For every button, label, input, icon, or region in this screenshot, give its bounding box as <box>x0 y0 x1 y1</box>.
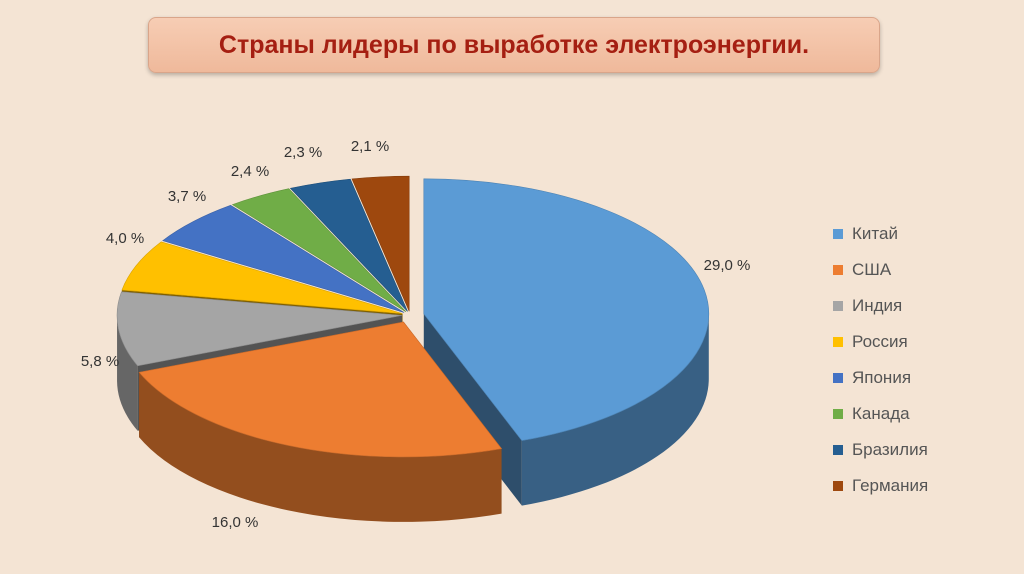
chart-title-box: Страны лидеры по выработке электроэнерги… <box>148 17 880 73</box>
pie-slice-5 <box>162 204 405 313</box>
slice-3-rim <box>117 315 138 431</box>
legend-swatch <box>833 301 843 311</box>
data-label-3: 5,8 % <box>81 353 119 370</box>
legend-item-5: Япония <box>833 360 928 396</box>
legend-label: Индия <box>852 296 903 315</box>
slice-2-top <box>138 321 503 458</box>
pie-slice-2 <box>138 321 503 522</box>
legend-swatch <box>833 337 843 347</box>
legend-item-2: США <box>833 252 928 288</box>
slice-1-rim <box>521 313 709 506</box>
slice-6-top <box>231 188 407 313</box>
legend-label: Германия <box>852 476 929 495</box>
data-label-2: 16,0 % <box>212 514 259 531</box>
slice-4-top <box>121 241 403 314</box>
data-label-4: 4,0 % <box>106 230 144 247</box>
data-label-7: 2,3 % <box>284 144 322 161</box>
pie-slice-6 <box>231 188 407 313</box>
legend-swatch <box>833 445 843 455</box>
legend-swatch <box>833 229 843 239</box>
slice-8-top <box>351 175 410 312</box>
legend-swatch <box>833 409 843 419</box>
data-label-6: 2,4 % <box>231 163 269 180</box>
data-label-8: 2,1 % <box>351 138 389 155</box>
legend-swatch <box>833 481 843 491</box>
pie-slice-8 <box>351 175 410 312</box>
chart-legend: Китай США Индия Россия Япония Канада Бразилия Г… <box>833 216 928 504</box>
slice-1-top <box>423 178 710 441</box>
chart-title: Страны лидеры по выработке электроэнерги… <box>218 30 810 59</box>
pie-slice-7 <box>289 178 408 312</box>
slice-5-top <box>162 204 405 313</box>
legend-label: Япония <box>852 368 912 387</box>
legend-swatch <box>833 265 843 275</box>
legend-item-7: Бразилия <box>833 432 928 468</box>
data-label-1: 29,0 % <box>704 257 751 274</box>
legend-item-3: Индия <box>833 288 928 324</box>
data-label-5: 3,7 % <box>168 188 206 205</box>
legend-label: Канада <box>852 404 910 423</box>
slice-3-top <box>116 291 403 367</box>
legend-item-6: Канада <box>833 396 928 432</box>
legend-label: Китай <box>852 224 898 243</box>
legend-item-4: Россия <box>833 324 928 360</box>
slice-7-top <box>289 178 408 312</box>
legend-label: США <box>852 260 892 279</box>
legend-swatch <box>833 373 843 383</box>
legend-label: Россия <box>852 332 908 351</box>
legend-item-1: Китай <box>833 216 928 252</box>
legend-item-8: Германия <box>833 468 928 504</box>
slice-2-rim <box>139 372 502 522</box>
legend-label: Бразилия <box>852 440 928 459</box>
